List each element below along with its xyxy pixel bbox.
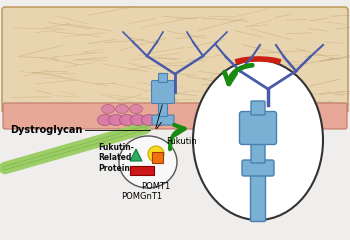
Ellipse shape bbox=[116, 104, 128, 114]
Polygon shape bbox=[130, 149, 142, 161]
Ellipse shape bbox=[98, 114, 112, 126]
Ellipse shape bbox=[153, 114, 168, 126]
Text: Fukutin: Fukutin bbox=[166, 137, 197, 146]
Ellipse shape bbox=[119, 136, 177, 188]
FancyBboxPatch shape bbox=[2, 7, 348, 113]
Text: Fukutin-
Related
Protein: Fukutin- Related Protein bbox=[98, 143, 134, 173]
FancyBboxPatch shape bbox=[3, 103, 347, 129]
Text: Dystroglycan: Dystroglycan bbox=[10, 125, 82, 135]
Ellipse shape bbox=[108, 114, 124, 126]
FancyBboxPatch shape bbox=[152, 115, 174, 125]
Ellipse shape bbox=[102, 104, 114, 114]
Ellipse shape bbox=[119, 114, 134, 126]
FancyBboxPatch shape bbox=[152, 152, 163, 163]
FancyBboxPatch shape bbox=[130, 166, 154, 175]
FancyBboxPatch shape bbox=[159, 102, 168, 116]
Ellipse shape bbox=[130, 104, 142, 114]
Text: POMT1: POMT1 bbox=[141, 182, 171, 191]
Ellipse shape bbox=[193, 60, 323, 220]
FancyBboxPatch shape bbox=[159, 73, 168, 83]
Text: POMGnT1: POMGnT1 bbox=[121, 192, 162, 201]
Ellipse shape bbox=[131, 114, 146, 126]
FancyBboxPatch shape bbox=[251, 101, 265, 115]
FancyBboxPatch shape bbox=[242, 160, 274, 176]
FancyBboxPatch shape bbox=[152, 80, 175, 103]
FancyBboxPatch shape bbox=[251, 170, 266, 222]
FancyBboxPatch shape bbox=[251, 141, 265, 163]
FancyBboxPatch shape bbox=[239, 112, 276, 144]
Ellipse shape bbox=[141, 114, 156, 126]
Circle shape bbox=[148, 146, 164, 162]
